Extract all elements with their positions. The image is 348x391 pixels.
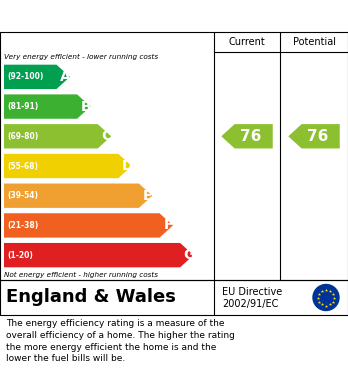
- Polygon shape: [4, 124, 111, 149]
- Polygon shape: [4, 243, 193, 267]
- Circle shape: [313, 285, 339, 310]
- Text: E: E: [143, 189, 152, 203]
- Text: D: D: [121, 159, 133, 173]
- Text: F: F: [164, 219, 173, 232]
- Text: England & Wales: England & Wales: [6, 289, 176, 307]
- Text: B: B: [80, 100, 91, 113]
- Polygon shape: [4, 65, 70, 89]
- Text: (21-38): (21-38): [7, 221, 38, 230]
- Text: (1-20): (1-20): [7, 251, 33, 260]
- Polygon shape: [4, 183, 152, 208]
- Text: Energy Efficiency Rating: Energy Efficiency Rating: [8, 9, 218, 23]
- Text: (69-80): (69-80): [7, 132, 38, 141]
- Text: 76: 76: [240, 129, 262, 144]
- Text: C: C: [101, 129, 112, 143]
- Polygon shape: [4, 213, 173, 238]
- Text: (81-91): (81-91): [7, 102, 38, 111]
- Text: (55-68): (55-68): [7, 161, 38, 170]
- Polygon shape: [288, 124, 340, 149]
- Polygon shape: [4, 154, 132, 178]
- Text: G: G: [183, 248, 195, 262]
- Text: The energy efficiency rating is a measure of the
overall efficiency of a home. T: The energy efficiency rating is a measur…: [6, 319, 235, 363]
- Text: (92-100): (92-100): [7, 72, 44, 81]
- Text: Potential: Potential: [293, 37, 335, 47]
- Polygon shape: [221, 124, 273, 149]
- Text: Not energy efficient - higher running costs: Not energy efficient - higher running co…: [4, 272, 158, 278]
- Text: 2002/91/EC: 2002/91/EC: [222, 299, 278, 309]
- Text: 76: 76: [307, 129, 329, 144]
- Polygon shape: [4, 94, 90, 119]
- Text: (39-54): (39-54): [7, 191, 38, 200]
- Text: Very energy efficient - lower running costs: Very energy efficient - lower running co…: [4, 54, 158, 60]
- Text: EU Directive: EU Directive: [222, 287, 282, 297]
- Text: A: A: [60, 70, 71, 84]
- Text: Current: Current: [229, 37, 266, 47]
